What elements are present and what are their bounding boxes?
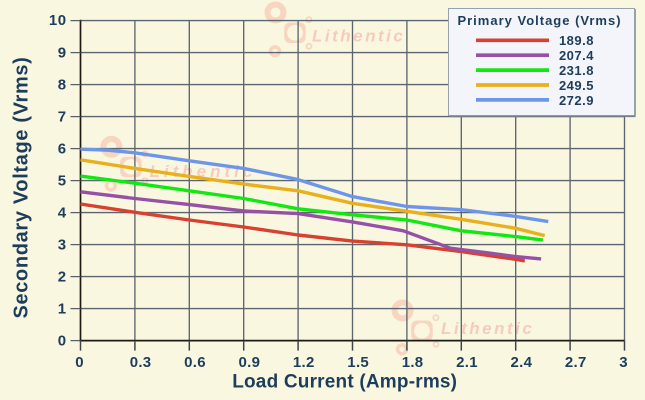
svg-text:272.9: 272.9 xyxy=(559,93,594,108)
svg-text:0.9: 0.9 xyxy=(239,354,261,371)
svg-text:2.1: 2.1 xyxy=(456,354,478,371)
svg-text:0: 0 xyxy=(75,354,84,371)
svg-text:231.8: 231.8 xyxy=(559,63,594,78)
svg-text:Lithentic: Lithentic xyxy=(312,26,405,45)
svg-text:9: 9 xyxy=(58,44,67,61)
svg-text:1.8: 1.8 xyxy=(402,354,424,371)
svg-text:189.8: 189.8 xyxy=(559,33,594,48)
svg-text:Load Current (Amp-rms): Load Current (Amp-rms) xyxy=(232,371,457,392)
svg-text:0: 0 xyxy=(58,332,67,349)
svg-text:8: 8 xyxy=(58,76,67,93)
svg-text:2.4: 2.4 xyxy=(511,354,533,371)
svg-text:10: 10 xyxy=(49,12,67,29)
svg-text:2.7: 2.7 xyxy=(565,354,587,371)
svg-text:1: 1 xyxy=(58,300,67,317)
svg-text:Primary Voltage (Vrms): Primary Voltage (Vrms) xyxy=(457,13,621,28)
svg-text:0.3: 0.3 xyxy=(130,354,152,371)
svg-text:2: 2 xyxy=(58,268,67,285)
svg-text:Secondary Voltage (Vrms): Secondary Voltage (Vrms) xyxy=(11,57,33,319)
svg-text:207.4: 207.4 xyxy=(559,48,594,63)
svg-text:Lithentic: Lithentic xyxy=(441,319,534,338)
svg-text:249.5: 249.5 xyxy=(559,78,594,93)
svg-text:3: 3 xyxy=(58,236,67,253)
svg-text:7: 7 xyxy=(58,108,67,125)
svg-text:1.5: 1.5 xyxy=(347,354,369,371)
svg-text:0.6: 0.6 xyxy=(184,354,206,371)
svg-text:1.2: 1.2 xyxy=(293,354,315,371)
svg-text:4: 4 xyxy=(58,204,67,221)
svg-text:5: 5 xyxy=(58,172,67,189)
svg-text:3: 3 xyxy=(619,354,628,371)
svg-text:6: 6 xyxy=(58,140,67,157)
